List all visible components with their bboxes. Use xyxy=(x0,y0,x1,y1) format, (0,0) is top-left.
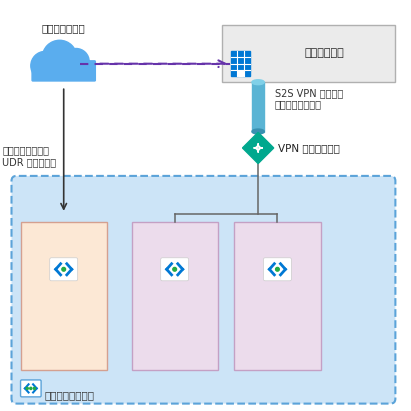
FancyBboxPatch shape xyxy=(32,61,95,81)
FancyBboxPatch shape xyxy=(263,258,291,281)
Circle shape xyxy=(26,387,28,390)
Text: S2S VPN を介した
強制トンネリング: S2S VPN を介した 強制トンネリング xyxy=(275,88,343,109)
Text: インターネットに
UDR 経由で直接: インターネットに UDR 経由で直接 xyxy=(2,145,56,167)
Text: インターネット: インターネット xyxy=(42,23,85,33)
Circle shape xyxy=(275,268,279,271)
FancyBboxPatch shape xyxy=(21,222,107,370)
FancyBboxPatch shape xyxy=(222,25,395,82)
Text: バックエンド
サブネット: バックエンド サブネット xyxy=(260,322,295,344)
FancyBboxPatch shape xyxy=(21,380,41,397)
Circle shape xyxy=(33,387,35,390)
Circle shape xyxy=(30,387,32,390)
Text: オンプレミス: オンプレミス xyxy=(305,48,344,58)
Circle shape xyxy=(42,40,77,75)
Polygon shape xyxy=(242,132,274,164)
FancyBboxPatch shape xyxy=(50,258,78,281)
FancyBboxPatch shape xyxy=(234,222,321,370)
Text: 仓想ネットワーク: 仓想ネットワーク xyxy=(44,390,95,400)
Circle shape xyxy=(51,55,76,80)
Circle shape xyxy=(31,51,60,80)
Bar xyxy=(231,51,250,76)
Bar xyxy=(252,82,264,132)
Circle shape xyxy=(63,48,89,75)
Circle shape xyxy=(62,268,66,271)
FancyBboxPatch shape xyxy=(161,258,189,281)
Ellipse shape xyxy=(252,80,264,85)
FancyBboxPatch shape xyxy=(12,176,395,404)
Ellipse shape xyxy=(252,129,264,134)
Text: 中間層
サブネット: 中間層 サブネット xyxy=(159,322,190,344)
Bar xyxy=(238,71,243,76)
FancyBboxPatch shape xyxy=(132,222,218,370)
Circle shape xyxy=(173,268,177,271)
Text: VPN ゲートウェイ: VPN ゲートウェイ xyxy=(278,143,340,153)
Text: フロントエンド
サブネット: フロントエンド サブネット xyxy=(43,322,84,344)
